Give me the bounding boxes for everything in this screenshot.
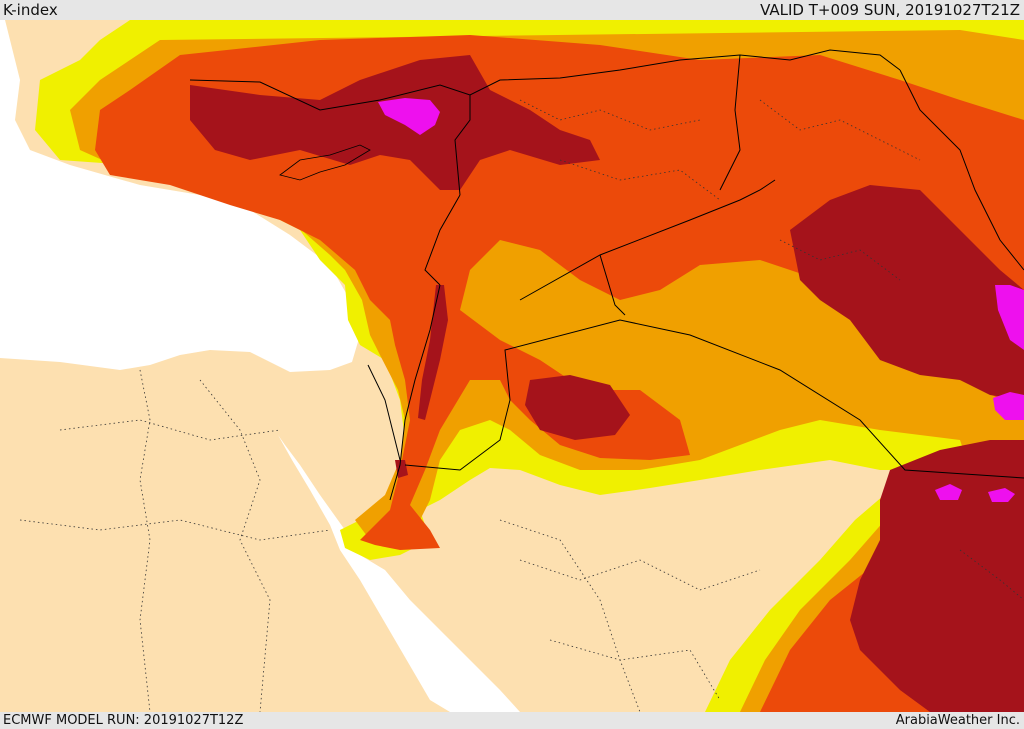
country-borders xyxy=(189,49,1024,501)
k-band-magenta-gulf-3 xyxy=(988,488,1015,502)
k-band-magenta-iran xyxy=(995,285,1024,350)
k-band-magenta-gulf-2 xyxy=(935,484,962,500)
province-boundaries xyxy=(19,99,1024,712)
map-title: K-index xyxy=(3,1,58,19)
k-band-red-orange xyxy=(95,35,1024,712)
mediterranean-sea xyxy=(0,20,360,372)
k-band-magenta-turkey xyxy=(378,98,440,135)
k-band-magenta-gulf-1 xyxy=(993,392,1024,420)
k-band-dark-red-north xyxy=(190,55,600,190)
credit-label: ArabiaWeather Inc. xyxy=(895,713,1020,728)
k-band-dark-red-jordan xyxy=(525,375,630,440)
k-band-dark-red-gulf xyxy=(850,440,1024,712)
header-bar: K-index VALID T+009 SUN, 20191027T21Z xyxy=(0,0,1024,20)
valid-time-label: VALID T+009 SUN, 20191027T21Z xyxy=(760,1,1020,19)
k-band-dark-red-rift xyxy=(418,285,448,420)
footer-bar: ECMWF MODEL RUN: 20191027T12Z ArabiaWeat… xyxy=(0,712,1024,729)
k-index-map xyxy=(0,20,1024,712)
k-band-dark-red-iraq xyxy=(790,185,1024,400)
model-run-label: ECMWF MODEL RUN: 20191027T12Z xyxy=(3,713,244,728)
k-band-dark-red-aqaba xyxy=(395,460,408,478)
cyprus-outline xyxy=(279,144,371,181)
